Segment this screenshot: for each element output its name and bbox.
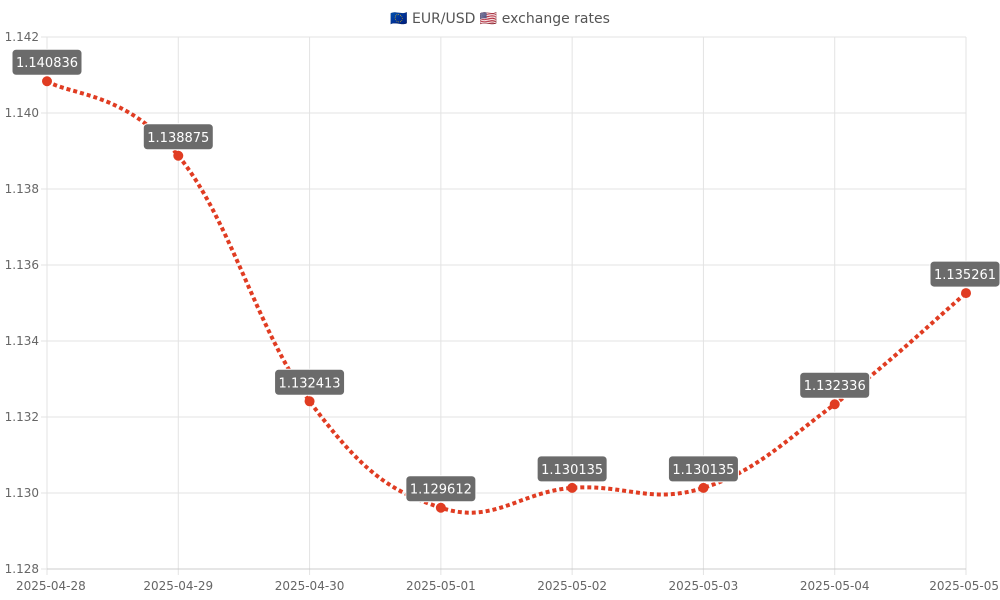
data-label: 1.130135 [541,463,603,478]
series-line-layer [46,79,968,515]
y-tick-label: 1.142 [5,30,39,44]
series-line [46,79,968,515]
data-label-box [405,475,477,503]
data-label: 1.138875 [147,131,209,146]
data-label: 1.140836 [16,56,78,71]
data-label: 1.130135 [672,463,734,478]
y-tick-label: 1.134 [5,334,39,348]
axes: 1.142 1.140 1.138 1.136 1.134 1.132 1.130 1.128… [5,30,999,593]
y-tick-label: 1.132 [5,410,39,424]
data-point[interactable] [698,482,709,493]
data-label: 1.135261 [934,268,996,283]
data-labels: 1.140836 1.138875 1.132413 1.129612 1.130135… [11,48,1000,503]
x-tick-label: 2025-04-28 [16,579,86,593]
data-label-box [799,371,871,399]
chart-title: 🇪🇺 EUR/USD 🇺🇸 exchange rates [390,11,610,27]
x-tick-label: 2025-05-03 [669,579,739,593]
data-point[interactable] [567,482,578,493]
x-tick-label: 2025-04-30 [275,579,345,593]
data-point[interactable] [173,150,184,161]
y-tick-label: 1.138 [5,182,39,196]
data-label-box [11,48,83,76]
data-label-box [142,123,214,151]
x-tick-label: 2025-05-05 [929,579,999,593]
data-point[interactable] [42,76,52,87]
data-point[interactable] [829,399,840,410]
data-label-box [536,455,608,483]
x-tick-label: 2025-05-02 [537,579,607,593]
data-point[interactable] [304,396,315,407]
data-label-box [274,368,346,396]
data-points [42,76,971,513]
x-tick-label: 2025-05-01 [406,579,476,593]
data-point[interactable] [961,288,971,299]
y-tick-label: 1.130 [5,486,39,500]
grid [41,36,967,575]
data-label: 1.132336 [804,379,866,394]
y-tick-label: 1.140 [5,106,39,120]
y-tick-label: 1.136 [5,258,39,272]
data-label-box [667,455,739,483]
data-label-box [929,260,1000,288]
y-tick-label: 1.128 [5,562,39,576]
data-point[interactable] [435,502,446,513]
data-label: 1.132413 [279,376,341,391]
x-tick-label: 2025-05-04 [800,579,870,593]
x-tick-label: 2025-04-29 [143,579,213,593]
data-label: 1.129612 [410,483,472,498]
